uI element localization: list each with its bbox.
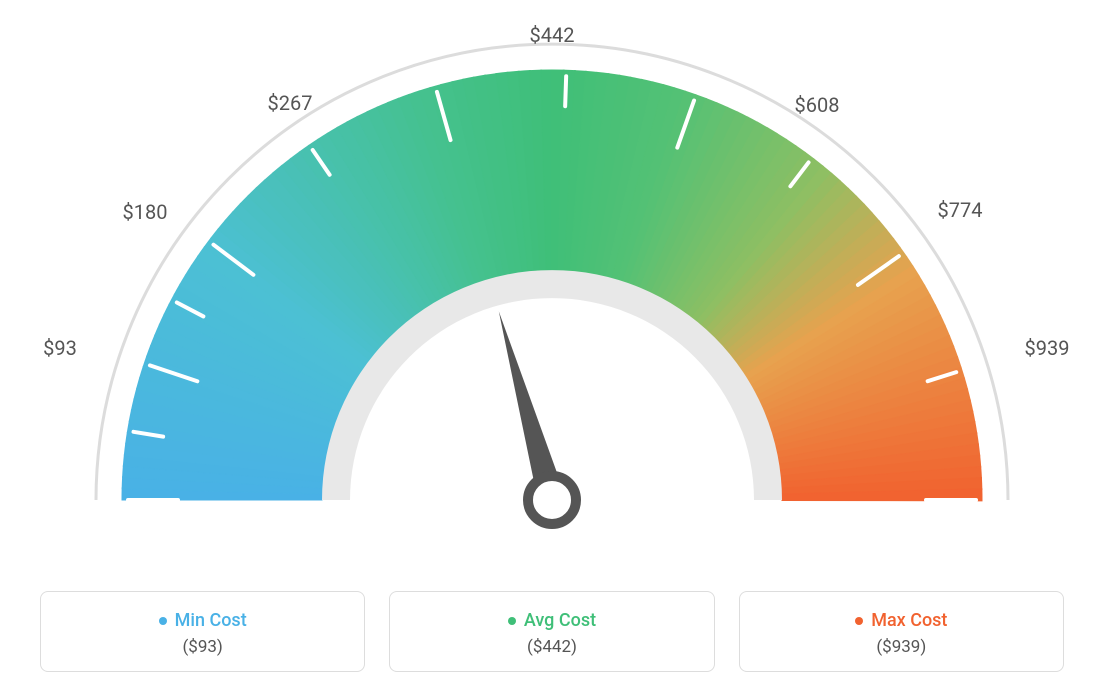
max-cost-dot-icon [855,617,863,625]
max-label-text: Max Cost [871,610,947,631]
gauge-tick-label: $939 [1025,336,1070,360]
min-label-text: Min Cost [175,610,247,631]
legend-card-min: Min Cost ($93) [40,591,365,673]
max-value: ($939) [752,637,1051,657]
legend-card-max: Max Cost ($939) [739,591,1064,673]
gauge-tick-label: $442 [530,23,575,47]
min-cost-dot-icon [159,617,167,625]
min-value: ($93) [53,637,352,657]
gauge-svg [0,0,1104,560]
gauge-tick-label: $267 [268,91,313,115]
gauge-chart: $93 $180 $267 $442 $608 $774 $939 [0,0,1104,560]
legend-label-avg: Avg Cost [508,610,596,631]
gauge-tick-label: $608 [795,93,840,117]
legend-label-max: Max Cost [855,610,947,631]
gauge-tick-label: $774 [938,198,983,222]
avg-label-text: Avg Cost [524,610,596,631]
legend-label-min: Min Cost [159,610,247,631]
avg-cost-dot-icon [508,617,516,625]
gauge-tick-label: $93 [43,336,77,360]
avg-value: ($442) [402,637,701,657]
legend-row: Min Cost ($93) Avg Cost ($442) Max Cost … [40,591,1064,673]
legend-card-avg: Avg Cost ($442) [389,591,714,673]
gauge-tick-label: $180 [123,200,168,224]
